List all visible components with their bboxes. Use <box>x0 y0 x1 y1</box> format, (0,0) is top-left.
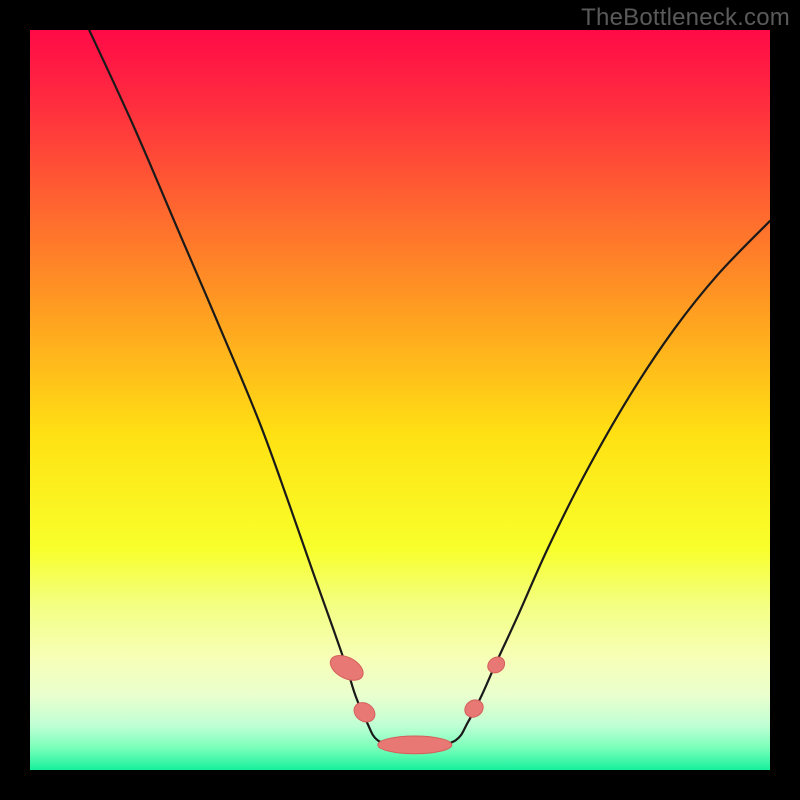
curve-marker <box>378 736 452 754</box>
bottleneck-chart <box>0 0 800 800</box>
chart-frame: TheBottleneck.com <box>0 0 800 800</box>
